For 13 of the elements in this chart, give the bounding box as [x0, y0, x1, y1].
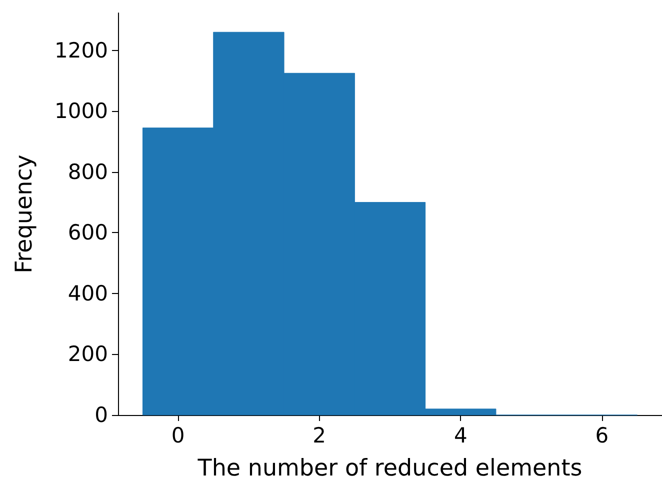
x-tick-label: 6 — [595, 424, 609, 448]
y-tick-label: 0 — [94, 403, 108, 427]
x-tick-label: 4 — [454, 424, 468, 448]
y-tick-label: 600 — [68, 220, 108, 245]
x-tick-label: 2 — [312, 424, 326, 448]
y-axis-title: Frequency — [12, 154, 38, 274]
y-tick-label: 400 — [68, 281, 108, 306]
y-tick-label: 800 — [68, 160, 108, 184]
x-tick-label: 0 — [171, 424, 185, 448]
y-tick-label: 200 — [68, 342, 108, 366]
y-tick-label: 1200 — [54, 38, 108, 62]
y-tick-label: 1000 — [54, 99, 108, 124]
x-axis-title: The number of reduced elements — [196, 456, 582, 482]
